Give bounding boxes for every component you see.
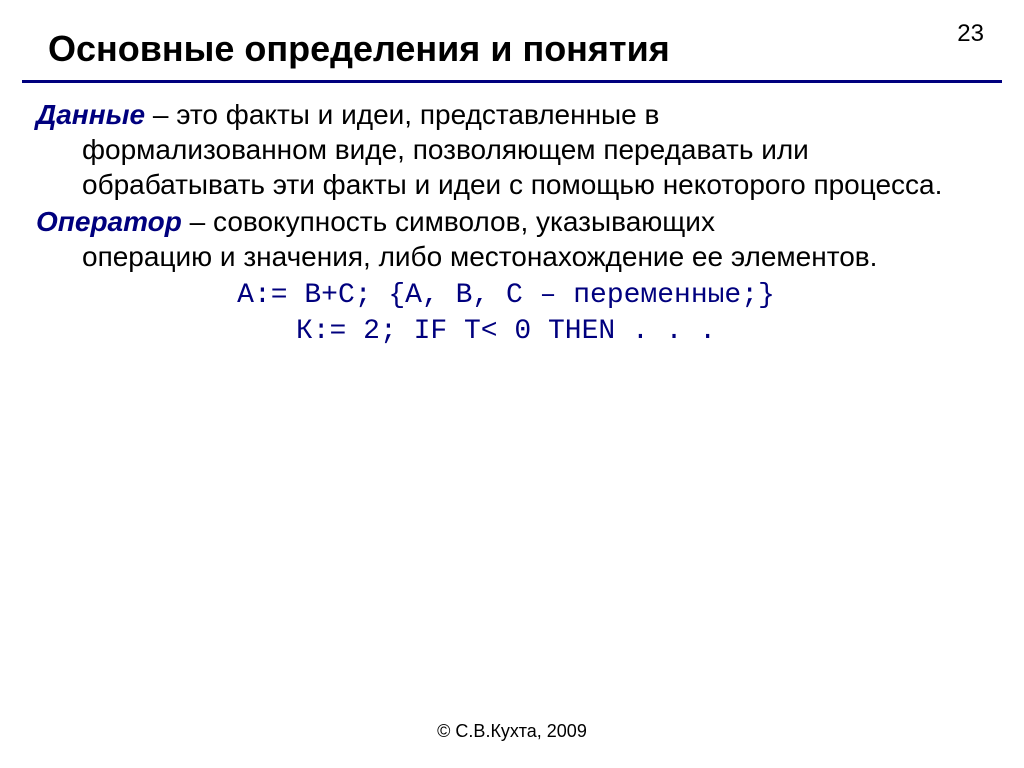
code-line-2: К:= 2; IF T< 0 THEN . . . <box>296 316 716 347</box>
code-example: А:= B+C; {A, B, C – переменные;} К:= 2; … <box>36 278 976 351</box>
def-first-line: это факты и идеи, представленные в <box>176 99 659 130</box>
term-data: Данные <box>36 99 145 130</box>
code-line-1: А:= B+C; {A, B, C – переменные;} <box>237 280 775 311</box>
slide-title: Основные определения и понятия <box>0 0 1024 80</box>
term-operator: Оператор <box>36 206 182 237</box>
sep: – <box>182 206 213 237</box>
definition-operator: Оператор – совокупность символов, указыв… <box>36 204 976 274</box>
slide: 23 Основные определения и понятия Данные… <box>0 0 1024 768</box>
footer-copyright: © С.В.Кухта, 2009 <box>0 721 1024 742</box>
def-rest: операцию и значения, либо местонахождени… <box>36 239 976 274</box>
page-number: 23 <box>957 20 984 48</box>
def-first-line: совокупность символов, указывающих <box>213 206 715 237</box>
sep: – <box>145 99 176 130</box>
definition-data: Данные – это факты и идеи, представленны… <box>36 97 976 202</box>
content-area: Данные – это факты и идеи, представленны… <box>0 83 1024 351</box>
def-rest: формализованном виде, позволяющем переда… <box>36 132 976 202</box>
